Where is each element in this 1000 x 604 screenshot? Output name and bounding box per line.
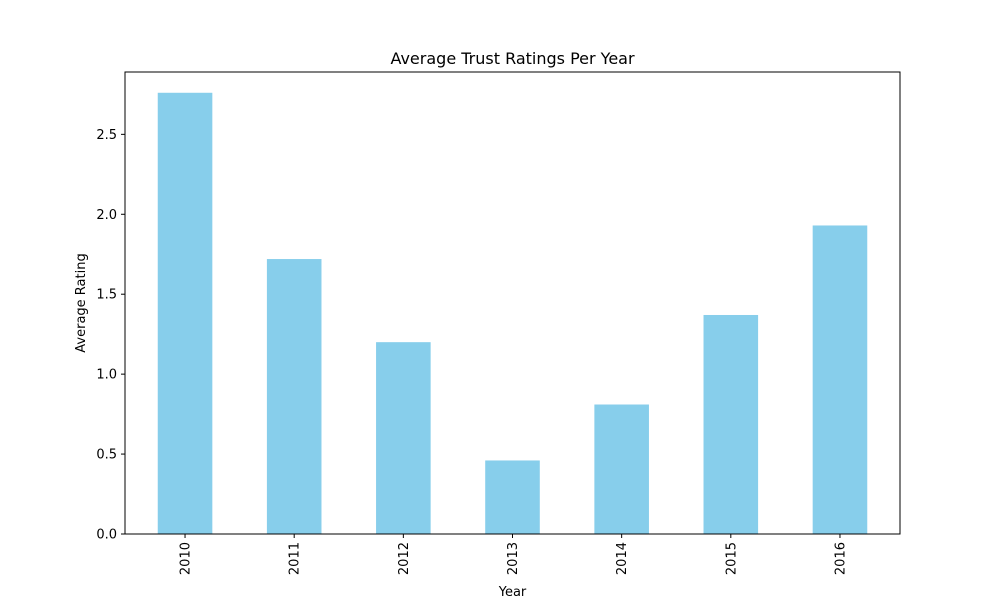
x-tick-label: 2011 xyxy=(288,542,303,575)
bar-2012 xyxy=(376,342,431,534)
x-tick-label: 2010 xyxy=(179,542,194,575)
y-tick-label: 2.5 xyxy=(96,128,117,143)
x-tick-label: 2016 xyxy=(833,542,848,575)
bar-2014 xyxy=(594,405,649,534)
x-tick-label: 2012 xyxy=(397,542,412,575)
bars-group xyxy=(158,93,868,534)
y-ticks-group: 0.0 0.5 1.0 1.5 2.0 2.5 xyxy=(96,128,125,543)
y-tick-label: 1.5 xyxy=(96,288,117,303)
y-axis-label: Average Rating xyxy=(74,253,89,352)
y-tick-label: 0.5 xyxy=(96,448,117,463)
x-ticks-group: 2010 2011 2012 2013 2014 2015 2016 xyxy=(179,534,849,575)
bar-2010 xyxy=(158,93,213,534)
x-tick-label: 2015 xyxy=(724,542,739,575)
x-axis-label: Year xyxy=(498,585,527,600)
chart-title: Average Trust Ratings Per Year xyxy=(390,49,635,68)
x-tick-label: 2014 xyxy=(615,542,630,575)
x-tick-label: 2013 xyxy=(506,542,521,575)
y-tick-label: 2.0 xyxy=(96,208,117,223)
y-tick-label: 0.0 xyxy=(96,528,117,543)
bar-2015 xyxy=(704,315,759,534)
y-tick-label: 1.0 xyxy=(96,368,117,383)
bar-2013 xyxy=(485,460,540,534)
bar-2016 xyxy=(813,225,868,534)
bar-2011 xyxy=(267,259,322,534)
